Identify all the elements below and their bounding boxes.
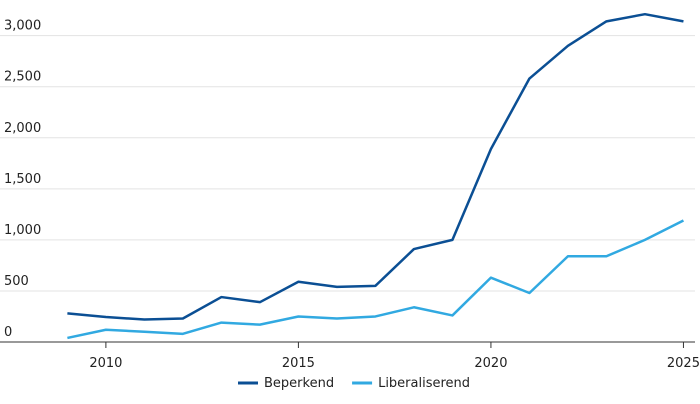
legend-label: Liberaliserend: [378, 376, 470, 391]
y-tick-label: 500: [4, 274, 29, 289]
x-tick-label: 2020: [474, 356, 507, 371]
x-tick-label: 2025: [667, 356, 700, 371]
x-tick-label: 2010: [89, 356, 122, 371]
y-tick-label: 3,000: [4, 19, 41, 34]
y-tick-label: 2,000: [4, 121, 41, 136]
line-series: [67, 219, 685, 340]
y-tick-label: 0: [4, 325, 12, 340]
legend-label: Beperkend: [264, 376, 334, 391]
y-tick-label: 2,500: [4, 70, 41, 85]
line-series: [67, 12, 684, 321]
x-tick-label: 2015: [282, 356, 315, 371]
y-tick-label: 1,500: [4, 172, 41, 187]
y-tick-label: 1,000: [4, 223, 41, 238]
